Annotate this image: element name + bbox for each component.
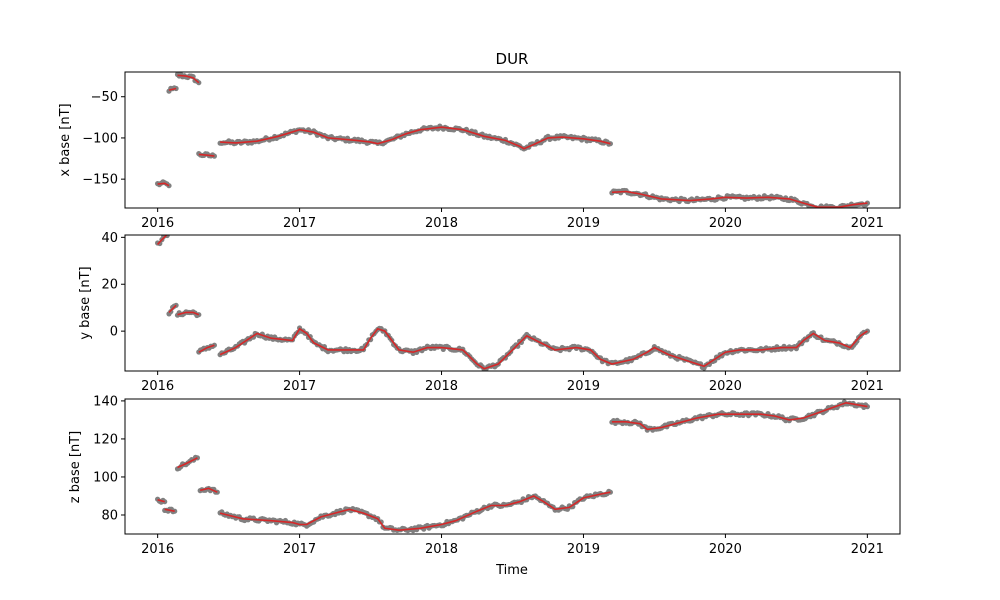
- series-line-y: [177, 311, 200, 316]
- x-tick-label-y: 2019: [567, 379, 600, 394]
- series-line-y: [168, 304, 177, 313]
- points-z: [155, 399, 871, 534]
- series-line-z: [219, 491, 611, 532]
- x-tick-label-y: 2016: [141, 379, 174, 394]
- x-tick-label-z: 2016: [141, 542, 174, 557]
- y-tick-label-x: −100: [82, 131, 118, 146]
- x-tick-label-y: 2021: [851, 379, 884, 394]
- series-line-z: [611, 401, 868, 431]
- lines-z: [157, 401, 868, 532]
- x-tick-label-y: 2017: [283, 379, 316, 394]
- x-tick-label-y: 2020: [709, 379, 742, 394]
- x-tick-label-y: 2018: [425, 379, 458, 394]
- axes-frame-x: [124, 71, 901, 209]
- y-tick-label-y: 40: [101, 231, 118, 246]
- x-tick-label-x: 2018: [425, 216, 458, 231]
- y-tick-label-y: 0: [110, 325, 118, 340]
- series-line-z: [177, 457, 198, 469]
- lines-x: [157, 74, 868, 208]
- y-tick-label-z: 80: [101, 508, 118, 523]
- panel-z: z base [nT] 140 120 100 80 2016 2017 2018 2019 2…: [68, 394, 901, 557]
- chart-title: DUR: [496, 50, 529, 68]
- y-tick-label-x: −150: [82, 173, 118, 188]
- series-line-x: [198, 153, 215, 157]
- series-line-y: [157, 235, 168, 245]
- x-tick-label-z: 2018: [425, 542, 458, 557]
- x-tick-label-z: 2017: [283, 542, 316, 557]
- y-tick-label-z: 100: [93, 470, 118, 485]
- series-line-x: [168, 87, 177, 91]
- x-tick-label-x: 2016: [141, 216, 174, 231]
- axes-frame-y: [124, 234, 901, 372]
- series-line-z: [164, 508, 175, 512]
- ylabel-z: z base [nT]: [68, 431, 83, 503]
- y-tick-label-y: 20: [101, 278, 118, 293]
- ylabel-y: y base [nT]: [78, 266, 93, 339]
- x-tick-label-z: 2021: [851, 542, 884, 557]
- y-tick-label-x: −50: [91, 90, 118, 105]
- panel-x: x base [nT] −50 −100 −150 2016 2017 2018 2019 2…: [58, 71, 901, 231]
- ylabel-x: x base [nT]: [58, 103, 73, 176]
- series-line-x: [177, 74, 200, 84]
- xlabel: Time: [495, 563, 528, 578]
- series-line-z: [157, 499, 165, 503]
- data-point-y: [157, 240, 163, 247]
- x-tick-label-x: 2019: [567, 216, 600, 231]
- series-line-x: [611, 190, 868, 208]
- axes-frame-z: [124, 398, 901, 535]
- x-tick-label-x: 2020: [709, 216, 742, 231]
- y-tick-label-z: 120: [93, 432, 118, 447]
- x-tick-label-z: 2020: [709, 542, 742, 557]
- x-tick-label-z: 2019: [567, 542, 600, 557]
- series-line-y: [198, 344, 215, 353]
- x-tick-label-x: 2021: [851, 216, 884, 231]
- panel-y: y base [nT] 40 20 0 2016 2017 2018 2019 2020 202…: [78, 231, 901, 394]
- x-tick-label-x: 2017: [283, 216, 316, 231]
- y-tick-label-z: 140: [93, 394, 118, 409]
- series-line-x: [220, 126, 611, 150]
- points-x: [155, 72, 871, 208]
- series-line-z: [200, 487, 218, 493]
- series-line-y: [219, 327, 868, 370]
- series-line-x: [157, 182, 170, 187]
